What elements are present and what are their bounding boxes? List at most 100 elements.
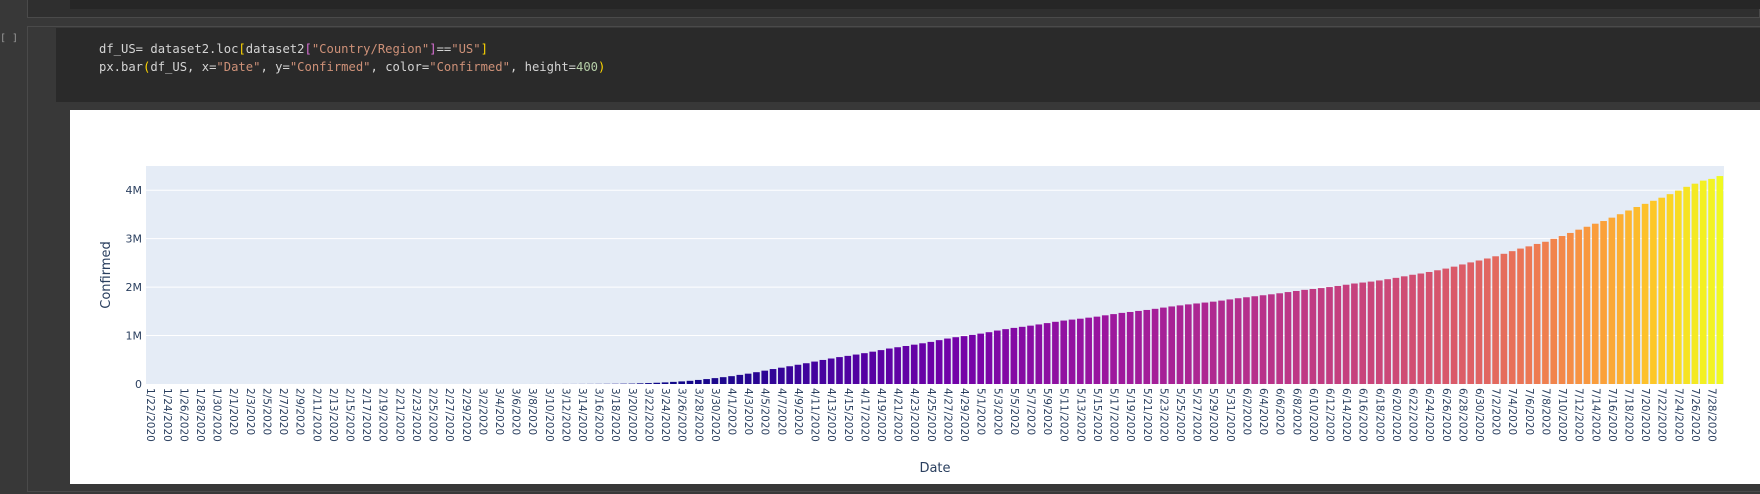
bar bbox=[1085, 317, 1092, 384]
bar bbox=[1027, 325, 1034, 384]
code-text[interactable]: df_US= dataset2.loc[dataset2["Country/Re… bbox=[99, 42, 606, 74]
x-tick-label: 7/28/2020 bbox=[1706, 388, 1718, 442]
x-tick-label: 3/28/2020 bbox=[692, 388, 704, 442]
x-tick-label: 4/19/2020 bbox=[875, 388, 887, 442]
bar bbox=[969, 334, 976, 384]
bar bbox=[1268, 294, 1275, 384]
bar bbox=[1251, 296, 1259, 384]
x-tick-label: 7/26/2020 bbox=[1689, 388, 1701, 442]
bar bbox=[1101, 315, 1109, 384]
bar bbox=[761, 370, 769, 384]
x-tick-label: 6/30/2020 bbox=[1473, 388, 1485, 442]
cell-run-prompt[interactable]: [ ] bbox=[0, 33, 19, 44]
code-editor[interactable]: df_US= dataset2.loc[dataset2["Country/Re… bbox=[56, 28, 1760, 102]
x-tick-label: 4/27/2020 bbox=[942, 388, 954, 442]
x-tick-label: 7/14/2020 bbox=[1589, 388, 1601, 442]
x-tick-label: 2/21/2020 bbox=[393, 388, 405, 442]
x-axis-ticks: 1/22/2020 1/24/2020 1/26/2020 1/28/2020 1/30… bbox=[144, 388, 1717, 442]
x-tick-label: 7/2/2020 bbox=[1490, 388, 1502, 435]
x-tick-label: 2/17/2020 bbox=[360, 388, 372, 442]
bar bbox=[819, 359, 827, 384]
bar bbox=[1110, 314, 1117, 384]
x-tick-label: 2/9/2020 bbox=[294, 388, 306, 435]
x-tick-label: 3/4/2020 bbox=[493, 388, 505, 435]
bar bbox=[1699, 180, 1707, 384]
bar bbox=[1417, 273, 1425, 384]
bar bbox=[1658, 197, 1666, 384]
bar bbox=[1367, 281, 1375, 384]
x-tick-label: 5/19/2020 bbox=[1124, 388, 1136, 442]
bar bbox=[1716, 176, 1724, 384]
bar bbox=[885, 348, 893, 384]
bar bbox=[1434, 270, 1441, 384]
y-tick-label: 2M bbox=[126, 281, 143, 294]
x-tick-label: 5/15/2020 bbox=[1091, 388, 1103, 442]
bar bbox=[802, 363, 810, 384]
bar bbox=[1351, 283, 1358, 384]
bar bbox=[1683, 186, 1690, 384]
bar bbox=[1575, 229, 1582, 384]
x-tick-label: 2/25/2020 bbox=[427, 388, 439, 442]
x-tick-label: 3/10/2020 bbox=[543, 388, 555, 442]
bar bbox=[1093, 316, 1101, 384]
bar bbox=[1010, 327, 1018, 384]
bar bbox=[1600, 221, 1607, 384]
x-tick-label: 4/13/2020 bbox=[825, 388, 837, 442]
bar bbox=[794, 364, 802, 384]
x-tick-label: 2/1/2020 bbox=[227, 388, 239, 435]
x-tick-label: 3/22/2020 bbox=[643, 388, 655, 442]
x-tick-label: 7/16/2020 bbox=[1606, 388, 1618, 442]
bar bbox=[993, 330, 1001, 384]
x-tick-label: 7/18/2020 bbox=[1623, 388, 1635, 442]
x-tick-label: 4/17/2020 bbox=[858, 388, 870, 442]
x-tick-label: 7/10/2020 bbox=[1556, 388, 1568, 442]
y-tick-label: 0 bbox=[135, 378, 142, 391]
bar bbox=[1060, 320, 1068, 384]
bar bbox=[1475, 260, 1483, 384]
bar bbox=[653, 382, 661, 384]
bar bbox=[1400, 276, 1408, 384]
bar bbox=[910, 344, 918, 384]
bars bbox=[146, 176, 1724, 384]
x-tick-label: 6/16/2020 bbox=[1357, 388, 1369, 442]
x-tick-label: 5/1/2020 bbox=[975, 388, 987, 435]
x-tick-label: 1/30/2020 bbox=[211, 388, 223, 442]
bar bbox=[1650, 200, 1657, 384]
y-tick-label: 3M bbox=[126, 233, 143, 246]
bar bbox=[1284, 292, 1292, 384]
x-tick-label: 2/27/2020 bbox=[443, 388, 455, 442]
bar bbox=[736, 374, 744, 384]
x-tick-label: 5/25/2020 bbox=[1174, 388, 1186, 442]
x-tick-label: 3/12/2020 bbox=[559, 388, 571, 442]
x-tick-label: 7/22/2020 bbox=[1656, 388, 1668, 442]
x-tick-label: 6/22/2020 bbox=[1407, 388, 1419, 442]
x-tick-label: 4/7/2020 bbox=[775, 388, 787, 435]
x-tick-label: 2/15/2020 bbox=[344, 388, 356, 442]
x-tick-label: 5/23/2020 bbox=[1157, 388, 1169, 442]
x-tick-label: 4/23/2020 bbox=[908, 388, 920, 442]
x-tick-label: 2/19/2020 bbox=[377, 388, 389, 442]
x-tick-label: 4/29/2020 bbox=[958, 388, 970, 442]
x-tick-label: 3/20/2020 bbox=[626, 388, 638, 442]
previous-cell-output bbox=[27, 0, 1760, 18]
bar bbox=[944, 338, 951, 384]
x-tick-label: 5/13/2020 bbox=[1074, 388, 1086, 442]
previous-cell-strip bbox=[70, 0, 1760, 9]
x-tick-label: 5/29/2020 bbox=[1207, 388, 1219, 442]
bar bbox=[827, 358, 835, 384]
x-tick-label: 1/28/2020 bbox=[194, 388, 206, 442]
bar bbox=[711, 378, 719, 384]
x-tick-label: 4/5/2020 bbox=[759, 388, 771, 435]
x-tick-label: 7/6/2020 bbox=[1523, 388, 1535, 435]
x-tick-label: 7/20/2020 bbox=[1639, 388, 1651, 442]
x-tick-label: 2/11/2020 bbox=[310, 388, 322, 442]
bar bbox=[1052, 321, 1059, 384]
bar bbox=[1376, 280, 1383, 384]
bar bbox=[844, 355, 852, 384]
x-tick-label: 3/30/2020 bbox=[709, 388, 721, 442]
bar bbox=[811, 361, 818, 384]
x-tick-label: 6/28/2020 bbox=[1456, 388, 1468, 442]
y-axis-ticks: 0 1M 2M 3M 4M bbox=[126, 184, 143, 391]
bar bbox=[894, 347, 901, 384]
